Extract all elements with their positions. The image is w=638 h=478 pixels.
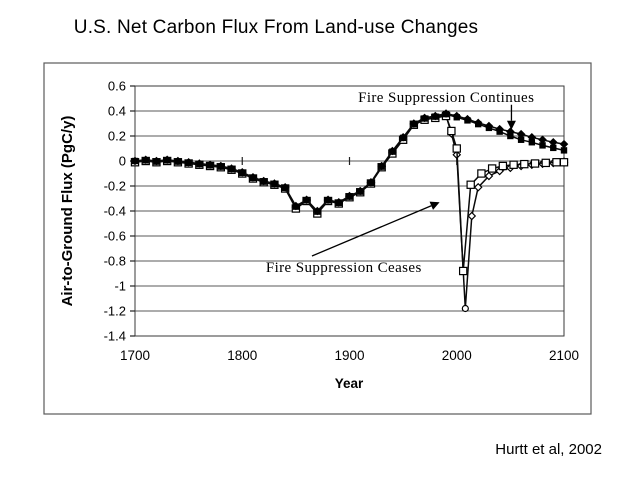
data-point: [227, 164, 236, 173]
annotation-label: Fire Suppression Continues: [358, 90, 534, 106]
data-point: [334, 197, 344, 207]
data-point: [141, 155, 151, 165]
series-continues-filled-diamond: [130, 109, 569, 216]
data-point: [484, 171, 494, 181]
data-point: [559, 158, 569, 167]
annotation-continues: Fire Suppression Continues: [358, 90, 534, 130]
data-point: [520, 159, 529, 169]
data-point: [259, 176, 268, 186]
data-point: [441, 109, 451, 118]
data-point: [345, 191, 354, 201]
y-tick-label: -0.8: [104, 254, 126, 269]
data-point: [516, 129, 526, 139]
data-point: [461, 304, 469, 313]
y-tick-label: 0.4: [108, 104, 126, 119]
data-point: [509, 160, 518, 169]
data-point: [388, 146, 397, 156]
data-point: [550, 144, 557, 152]
data-point: [548, 137, 558, 147]
data-point: [527, 132, 537, 142]
x-tick-label: 1800: [227, 348, 257, 363]
arrow-head: [506, 120, 516, 130]
data-point: [302, 195, 311, 205]
data-point: [452, 144, 461, 153]
data-point: [541, 158, 550, 168]
data-point: [366, 177, 376, 187]
data-point: [162, 155, 172, 165]
data-point: [473, 118, 483, 128]
data-point: [467, 211, 477, 221]
data-point: [552, 158, 561, 167]
data-point: [216, 161, 226, 171]
data-point: [173, 156, 183, 166]
y-tick-label: -0.2: [104, 179, 126, 194]
data-point: [466, 180, 475, 189]
data-point: [506, 127, 515, 136]
data-point: [507, 132, 514, 140]
arrow-line: [311, 205, 432, 257]
data-point: [184, 157, 193, 167]
data-point: [530, 159, 540, 168]
x-axis-title: Year: [335, 376, 364, 391]
annotation-label: Fire Suppression Ceases: [266, 260, 422, 276]
data-point: [291, 201, 301, 211]
y-tick-label: 0.6: [108, 79, 126, 94]
data-point: [487, 164, 497, 173]
data-point: [447, 126, 456, 136]
data-point: [195, 159, 204, 168]
y-tick-label: -1.2: [104, 304, 126, 319]
data-point: [559, 139, 569, 149]
data-point: [355, 186, 365, 196]
data-point: [498, 161, 508, 171]
data-point: [452, 111, 462, 121]
data-point: [248, 172, 258, 182]
data-point: [431, 111, 440, 121]
data-point: [528, 139, 536, 146]
y-axis-title: Air-to-Ground Flux (PgC/y): [59, 116, 76, 307]
data-point: [477, 169, 486, 178]
attribution: Hurtt et al, 2002: [495, 441, 602, 458]
plot-area: 0.6 0.4 0.2 0 -0.2 -0.4 -0.6 -0.8 -1 -1.2 -1.4 1700…: [104, 79, 579, 364]
data-point: [538, 135, 547, 145]
data-point: [484, 121, 494, 131]
x-tick-label: 1900: [334, 348, 364, 363]
annotation-ceases: Fire Suppression Ceases: [266, 201, 440, 276]
x-tick-label: 2100: [549, 348, 579, 363]
data-point: [517, 136, 525, 143]
series-ceases-open-diamond: [130, 111, 569, 313]
data-point: [495, 124, 504, 134]
y-tick-label: -0.4: [104, 204, 126, 219]
x-tick-label: 2000: [442, 348, 472, 363]
data-point: [152, 156, 161, 166]
y-tick-label: 0.2: [108, 129, 126, 144]
data-point: [458, 266, 468, 276]
chart-outer-frame: [43, 62, 592, 415]
data-point: [323, 195, 333, 205]
data-point: [420, 113, 429, 123]
y-tick-label: -1: [114, 279, 126, 294]
data-point: [377, 161, 386, 171]
data-point: [539, 142, 546, 149]
arrow-head: [429, 201, 440, 210]
data-point: [130, 156, 140, 166]
data-point: [409, 119, 419, 128]
data-point: [313, 206, 322, 216]
data-point: [463, 114, 472, 124]
y-tick-label: -1.4: [104, 329, 126, 344]
data-point: [473, 182, 483, 192]
data-point: [205, 160, 215, 170]
data-point: [237, 167, 247, 177]
data-point: [280, 182, 290, 192]
series-line: [134, 114, 565, 310]
data-point: [270, 179, 279, 188]
y-tick-label: 0: [119, 154, 126, 169]
x-tick-label: 1700: [120, 348, 150, 363]
y-tick-label: -0.6: [104, 229, 126, 244]
page-title: U.S. Net Carbon Flux From Land-use Chang…: [73, 17, 479, 38]
data-point: [398, 132, 408, 142]
data-point: [560, 147, 568, 154]
